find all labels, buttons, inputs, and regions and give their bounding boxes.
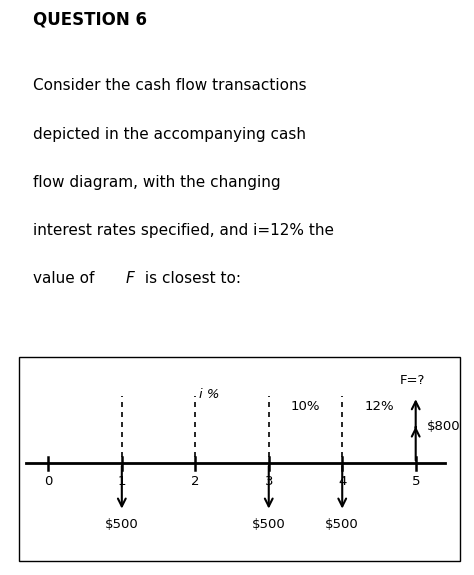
Text: flow diagram, with the changing: flow diagram, with the changing <box>33 175 281 190</box>
Text: 3: 3 <box>264 476 273 488</box>
Text: 10%: 10% <box>291 400 320 413</box>
Text: interest rates specified, and i=12% the: interest rates specified, and i=12% the <box>33 223 334 238</box>
Text: 2: 2 <box>191 476 200 488</box>
Text: value of: value of <box>33 271 100 286</box>
Text: $500: $500 <box>252 518 286 531</box>
Text: 1: 1 <box>118 476 126 488</box>
Text: Consider the cash flow transactions: Consider the cash flow transactions <box>33 78 307 93</box>
Text: i %: i % <box>199 388 219 401</box>
Text: 5: 5 <box>411 476 420 488</box>
Text: $500: $500 <box>105 518 139 531</box>
Text: F=?: F=? <box>399 374 425 387</box>
Text: depicted in the accompanying cash: depicted in the accompanying cash <box>33 126 306 141</box>
Text: F: F <box>126 271 134 286</box>
Text: is closest to:: is closest to: <box>140 271 241 286</box>
Text: 4: 4 <box>338 476 346 488</box>
Text: 0: 0 <box>44 476 53 488</box>
Text: $500: $500 <box>325 518 359 531</box>
Text: $800: $800 <box>427 420 460 433</box>
Text: QUESTION 6: QUESTION 6 <box>33 11 147 29</box>
Text: 12%: 12% <box>364 400 394 413</box>
